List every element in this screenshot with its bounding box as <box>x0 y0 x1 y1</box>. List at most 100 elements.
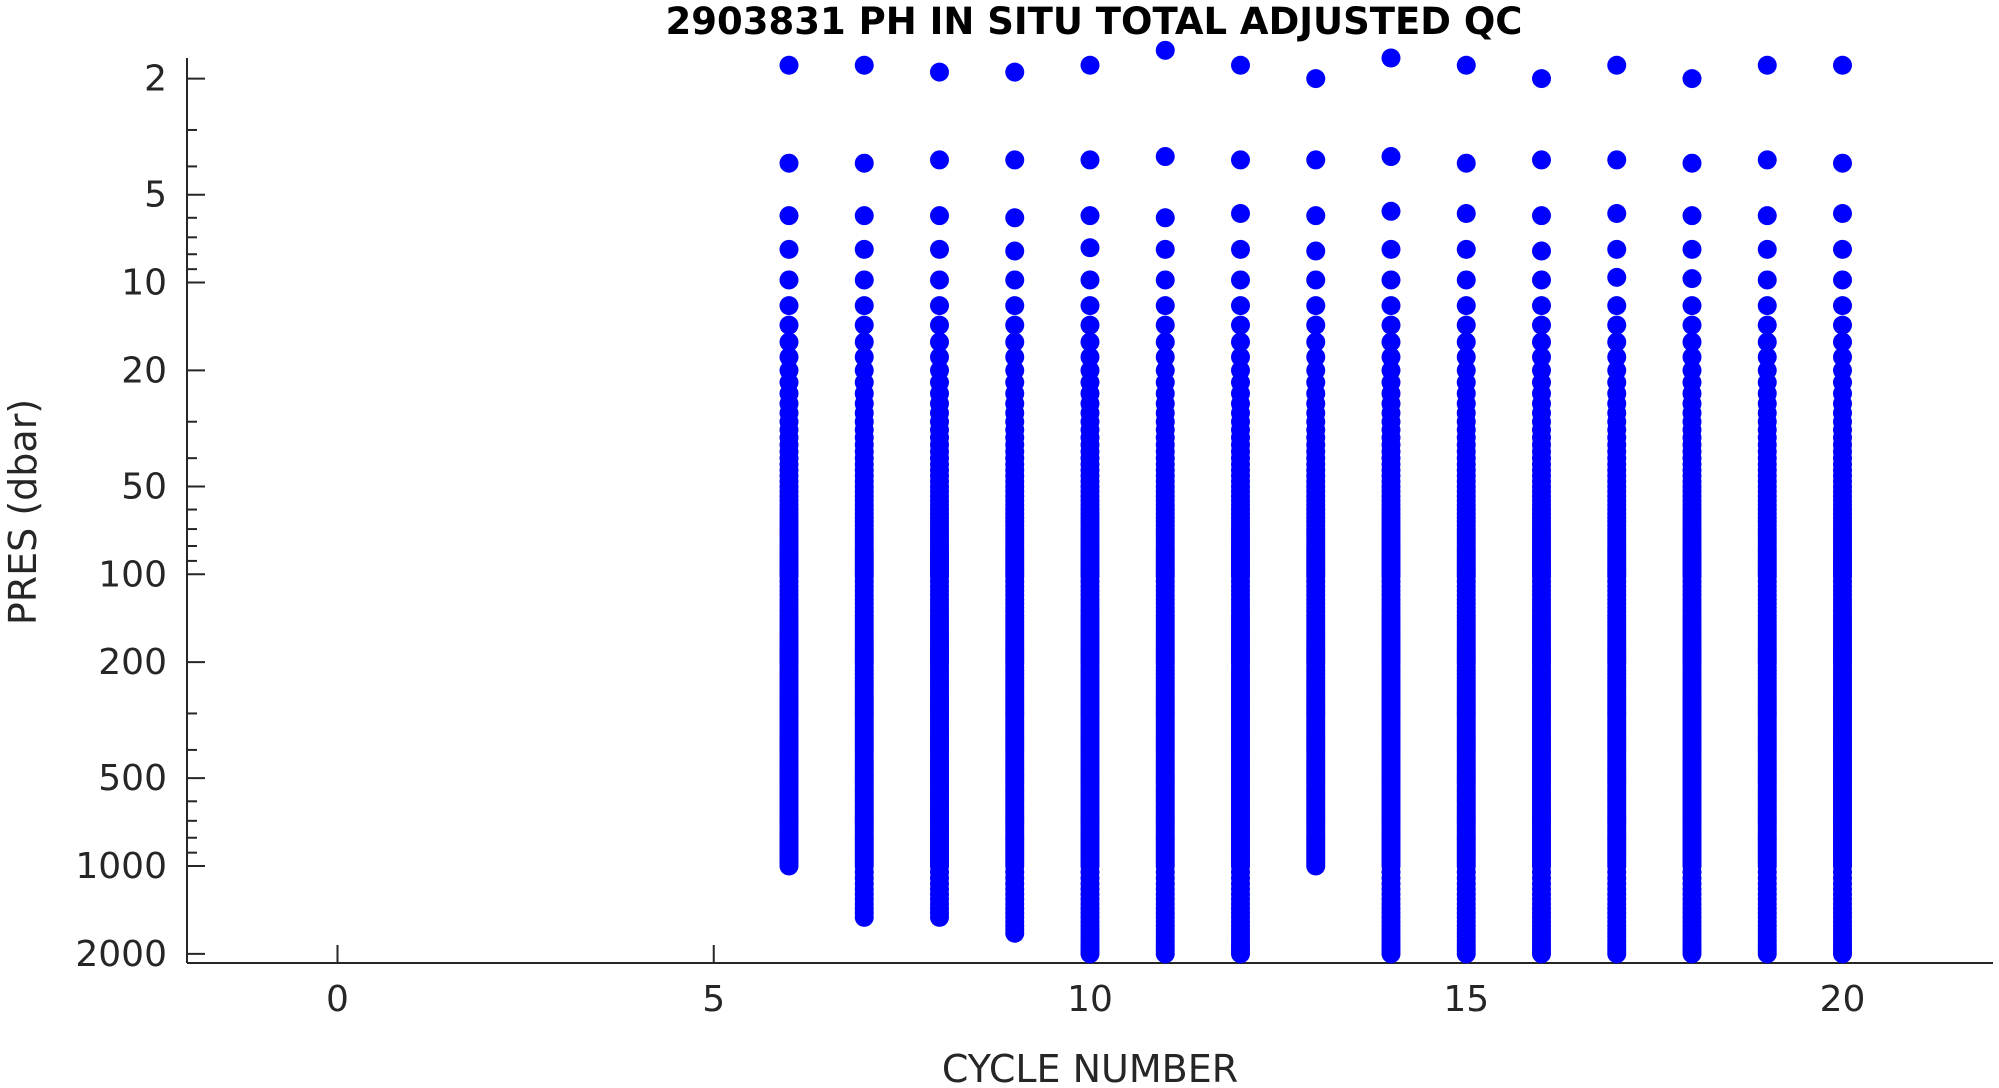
x-tick-label: 0 <box>326 979 349 1020</box>
data-point <box>1155 208 1175 228</box>
data-point <box>1231 296 1250 316</box>
profile-cycle-15 <box>1456 55 1476 964</box>
data-point <box>1456 332 1476 352</box>
data-point <box>1607 267 1627 287</box>
data-point <box>1833 203 1852 223</box>
data-point <box>1532 347 1551 367</box>
data-point <box>1456 239 1476 259</box>
data-point <box>1381 315 1401 335</box>
y-tick-label: 10 <box>121 263 167 304</box>
data-point <box>1080 944 1100 964</box>
data-point <box>779 239 799 259</box>
data-point <box>1306 150 1326 170</box>
data-point <box>1381 332 1401 352</box>
y-tick-label: 50 <box>121 466 167 507</box>
data-point <box>1306 315 1326 335</box>
data-point <box>1456 153 1476 173</box>
data-point <box>1080 55 1100 75</box>
profile-cycle-10 <box>1080 55 1100 964</box>
data-point <box>854 296 874 316</box>
data-point <box>1682 69 1702 89</box>
data-point <box>1155 315 1175 335</box>
data-point <box>1833 239 1852 259</box>
data-point <box>1306 347 1326 367</box>
data-point <box>1456 270 1476 290</box>
data-point <box>1456 944 1476 964</box>
data-point <box>1757 150 1777 170</box>
data-point <box>1080 270 1100 290</box>
x-ticks: 0 5 10 15 20 <box>326 945 1865 1020</box>
data-point <box>1231 150 1250 170</box>
x-tick-label: 10 <box>1067 979 1113 1020</box>
data-point <box>1306 296 1326 316</box>
data-point <box>930 62 949 82</box>
y-tick-label: 20 <box>121 350 167 391</box>
data-point <box>1532 270 1551 290</box>
data-point <box>1231 315 1250 335</box>
data-point <box>1456 203 1476 223</box>
data-point <box>779 296 799 316</box>
data-point <box>1080 332 1100 352</box>
data-point <box>1155 332 1175 352</box>
data-point <box>854 55 874 75</box>
data-point <box>1155 296 1175 316</box>
data-point <box>1833 296 1852 316</box>
data-point <box>1005 347 1025 367</box>
profile-cycle-6 <box>779 55 799 876</box>
data-point <box>1381 270 1401 290</box>
data-point <box>1682 347 1702 367</box>
x-tick-label: 20 <box>1820 979 1866 1020</box>
data-point <box>1682 315 1702 335</box>
data-point <box>1833 944 1852 964</box>
data-point <box>1231 270 1250 290</box>
profile-cycle-16 <box>1532 69 1551 964</box>
data-point <box>1456 315 1476 335</box>
data-point <box>930 150 949 170</box>
data-point <box>1682 206 1702 226</box>
data-point <box>1532 69 1551 89</box>
data-point <box>1005 923 1025 943</box>
data-point <box>1682 269 1702 289</box>
data-point <box>1231 55 1250 75</box>
y-tick-label: 5 <box>144 175 167 216</box>
data-point <box>1607 347 1627 367</box>
data-point <box>1005 315 1025 335</box>
y-axis-label: PRES (dbar) <box>1 399 45 625</box>
data-point <box>930 332 949 352</box>
data-point <box>854 907 874 927</box>
data-point <box>1833 270 1852 290</box>
data-point <box>1306 332 1326 352</box>
data-point <box>1532 944 1551 964</box>
data-point <box>1607 332 1627 352</box>
data-point <box>1833 55 1852 75</box>
profile-cycle-7 <box>854 55 874 927</box>
data-point <box>854 347 874 367</box>
data-point <box>854 153 874 173</box>
data-point <box>1682 332 1702 352</box>
data-point <box>1757 315 1777 335</box>
data-point <box>1381 347 1401 367</box>
data-point <box>1607 203 1627 223</box>
data-point <box>1833 332 1852 352</box>
profile-cycle-8 <box>930 62 949 927</box>
y-tick-label: 2 <box>144 59 167 100</box>
data-point <box>1682 239 1702 259</box>
data-point <box>854 315 874 335</box>
data-point <box>1757 270 1777 290</box>
data-point <box>854 332 874 352</box>
profile-cycle-19 <box>1757 55 1777 964</box>
data-point <box>1306 241 1326 261</box>
profile-cycle-20 <box>1833 55 1852 964</box>
data-point <box>1833 153 1852 173</box>
data-point <box>1155 147 1175 167</box>
data-point <box>1607 296 1627 316</box>
data-point <box>1381 201 1401 221</box>
data-point <box>1456 296 1476 316</box>
data-point <box>1456 347 1476 367</box>
data-point <box>1155 40 1175 60</box>
data-points <box>779 40 1852 964</box>
data-point <box>1155 347 1175 367</box>
data-point <box>1005 150 1025 170</box>
data-point <box>1231 347 1250 367</box>
